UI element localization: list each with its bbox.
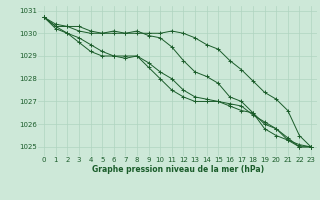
X-axis label: Graphe pression niveau de la mer (hPa): Graphe pression niveau de la mer (hPa) — [92, 165, 264, 174]
